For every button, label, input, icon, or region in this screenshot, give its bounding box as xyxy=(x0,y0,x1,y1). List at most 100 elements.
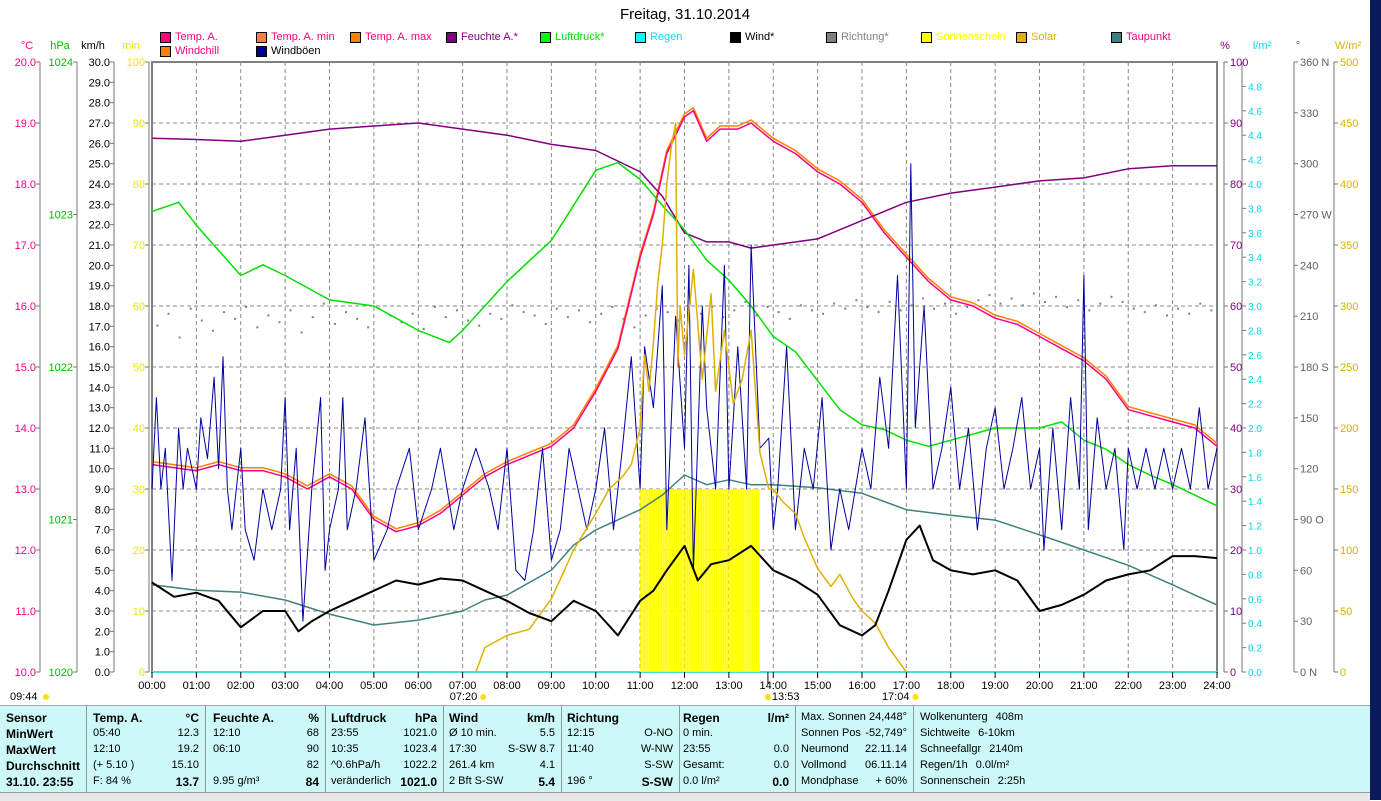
legend-label: Solar xyxy=(1031,31,1057,43)
legend-swatch xyxy=(256,45,267,57)
axis-label-rain: 2.8 xyxy=(1248,326,1262,337)
panel-row: Sichtweite 6-10km xyxy=(920,727,1038,739)
direction-point xyxy=(1088,309,1091,312)
axis-label-temp: 10.0 xyxy=(15,667,36,679)
axis-unit-pressure: hPa xyxy=(50,40,70,52)
panel-label: 23:55 xyxy=(683,743,711,755)
direction-point xyxy=(833,302,836,305)
axis-label-wind: 18.0 xyxy=(89,301,110,313)
direction-point xyxy=(1066,306,1069,308)
axis-label-wind: 23.0 xyxy=(89,199,110,211)
panel-label: Regen xyxy=(683,711,720,725)
panel-label: 0.0 l/m² xyxy=(683,775,720,787)
panel-row: Durchschnitt xyxy=(6,759,80,773)
axis-label-rain: 2.4 xyxy=(1248,375,1262,386)
direction-point xyxy=(433,306,436,308)
direction-point xyxy=(566,316,569,319)
axis-label-dir: 60 xyxy=(1300,565,1312,577)
direction-point xyxy=(1165,314,1168,317)
axis-label-wind: 15.0 xyxy=(89,362,110,374)
sunshine-bar xyxy=(735,489,738,672)
axis-label-dir: 30 xyxy=(1300,616,1312,628)
axis-label-wind: 22.0 xyxy=(89,220,110,232)
axis-label-wind: 12.0 xyxy=(89,423,110,435)
sunshine-bar xyxy=(686,489,689,672)
axis-label-rain: 4.2 xyxy=(1248,156,1262,167)
legend-label: Windchill xyxy=(175,45,220,57)
stats-panel: Sensor MinWert MaxWert Durchschnitt 31.10. 2… xyxy=(0,705,1370,793)
legend-item: Luftdruck* xyxy=(540,31,605,43)
panel-col-misc: Wolkenunterg 408m Sichtweite 6-10km Schneefa… xyxy=(914,706,1044,793)
direction-point xyxy=(167,312,170,315)
direction-point xyxy=(1121,300,1124,303)
sunshine-bar xyxy=(704,489,707,672)
panel-label: Gesamt: xyxy=(683,759,725,771)
x-tick-label: 16:00 xyxy=(848,680,876,692)
sunshine-bar xyxy=(662,489,665,672)
axis-unit-hum: % xyxy=(1220,40,1230,52)
panel-row: 10:35 1023.4 xyxy=(331,743,437,755)
axis-label-rain: 0.6 xyxy=(1248,595,1262,606)
panel-col-astro: Max. Sonnen 24,448° Sonnen Pos -52,749° Neum… xyxy=(795,706,914,793)
panel-label: Temp. A. xyxy=(93,711,143,725)
x-tick-label: 13:00 xyxy=(715,680,743,692)
panel-row: Mondphase + 60% xyxy=(801,775,907,787)
panel-value: 19.2 xyxy=(177,743,199,755)
x-tick-label: 21:00 xyxy=(1070,680,1098,692)
panel-value: km/h xyxy=(526,711,555,725)
axis-label-sun: 80 xyxy=(133,179,145,191)
x-tick-label: 11:00 xyxy=(627,680,654,692)
sun-icon xyxy=(912,694,919,700)
axis-label-hum: 20 xyxy=(1230,545,1242,557)
legend-swatch xyxy=(160,45,171,57)
direction-point xyxy=(345,311,348,314)
direction-point xyxy=(966,306,969,308)
direction-point xyxy=(589,321,592,324)
axis-label-sun: 40 xyxy=(133,423,145,435)
axis-label-wind: 8.0 xyxy=(95,504,110,516)
direction-point xyxy=(1177,307,1180,310)
direction-point xyxy=(910,304,913,307)
axis-label-temp: 13.0 xyxy=(15,484,36,496)
direction-point xyxy=(1043,300,1046,303)
x-tick-label: 24:00 xyxy=(1203,680,1231,692)
sunshine-bar xyxy=(757,489,760,672)
direction-point xyxy=(822,312,825,315)
direction-point xyxy=(733,309,736,312)
legend-swatch xyxy=(446,31,457,43)
direction-point xyxy=(1055,295,1058,298)
direction-point xyxy=(1210,309,1213,312)
direction-point xyxy=(500,317,503,320)
sunshine-bar xyxy=(702,489,705,672)
sunshine-bar xyxy=(671,489,674,672)
axis-label-solar: 500 xyxy=(1340,57,1358,69)
direction-point xyxy=(899,309,902,312)
x-tick-label: 14:00 xyxy=(759,680,787,692)
axis-label-pressure: 1023 xyxy=(49,210,73,222)
axis-label-wind: 9.0 xyxy=(95,484,110,496)
x-tick-label: 19:00 xyxy=(981,680,1009,692)
sunshine-bar xyxy=(724,489,727,672)
legend-item: Windböen xyxy=(256,45,321,57)
axis-label-sun: 20 xyxy=(133,545,145,557)
axis-label-hum: 90 xyxy=(1230,118,1242,130)
desktop-edge xyxy=(1370,0,1381,800)
panel-label: MaxWert xyxy=(6,743,56,757)
panel-label: 12:10 xyxy=(93,743,121,755)
sunshine-bar xyxy=(664,489,667,672)
direction-point xyxy=(799,304,802,307)
panel-label: 12:10 xyxy=(213,727,241,739)
axis-unit-sun: min xyxy=(122,40,140,52)
axis-label-temp: 16.0 xyxy=(15,301,36,313)
panel-value: 1023.4 xyxy=(403,743,437,755)
axis-label-rain: 0.8 xyxy=(1248,570,1262,581)
x-tick-label: 20:00 xyxy=(1026,680,1054,692)
panel-label: Sichtweite xyxy=(920,727,971,739)
axis-label-temp: 15.0 xyxy=(15,362,36,374)
legend-item: Windchill xyxy=(160,45,219,57)
axis-label-hum: 70 xyxy=(1230,240,1242,252)
axis-label-rain: 3.8 xyxy=(1248,204,1262,215)
axis-label-dir: 90 O xyxy=(1300,515,1324,527)
sunshine-bar xyxy=(742,489,745,672)
axis-label-temp: 11.0 xyxy=(15,606,36,618)
